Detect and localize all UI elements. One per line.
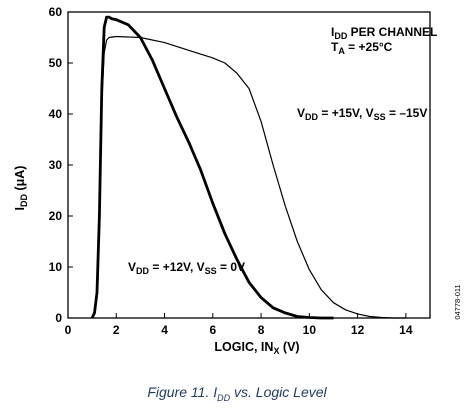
x-tick-label: 6 <box>209 323 216 337</box>
title-line-2-rest: = +25°C <box>345 40 393 54</box>
series-label-15v-p2: = +15V, V <box>318 106 374 120</box>
title-line-1-sub: DD <box>334 31 347 41</box>
series-label-12v-p2: = +12V, V <box>149 260 205 274</box>
y-tick-label: 30 <box>49 158 63 172</box>
caption-sub: DD <box>217 392 231 403</box>
y-tick-label: 10 <box>49 260 63 274</box>
y-axis-title: IDD (μA) <box>13 166 29 211</box>
series-layer <box>90 15 406 320</box>
series-line-0 <box>91 35 406 319</box>
y-tick-label: 20 <box>49 209 63 223</box>
x-tick-label: 0 <box>65 323 72 337</box>
series-label-12v: VDD = +12V, VSS = 0V <box>128 260 245 276</box>
caption-prefix: Figure 11. I <box>147 384 218 400</box>
y-tick-label: 50 <box>49 56 63 70</box>
y-tick-label: 0 <box>55 311 62 325</box>
plot-frame <box>67 11 431 319</box>
x-tick-label: 4 <box>161 323 168 337</box>
x-tick-label: 12 <box>351 323 365 337</box>
series-label-15v-p1: DD <box>305 112 318 122</box>
figure-caption: Figure 11. IDD vs. Logic Level <box>0 384 474 403</box>
series-line-1 <box>90 15 334 320</box>
series-label-12v-p3: SS <box>205 266 217 276</box>
x-tick-label: 10 <box>303 323 317 337</box>
series-label-15v-p4: = –15V <box>386 106 428 120</box>
title-line-1-main: I <box>331 25 334 39</box>
y-axis-title-sub: DD <box>19 194 29 207</box>
series-label-12v-p1: DD <box>136 266 149 276</box>
title-line-1: IDD PER CHANNEL <box>331 25 437 41</box>
x-axis-title-unit: (V) <box>279 340 299 354</box>
caption-suffix: vs. Logic Level <box>230 384 327 400</box>
ticks-layer: 0 2 4 6 8 10 12 14 0 10 20 30 40 50 60 <box>49 5 413 337</box>
title-line-1-rest: PER CHANNEL <box>347 25 437 39</box>
x-axis-title-main: LOGIC, IN <box>214 340 273 354</box>
y-axis-title-unit: (μA) <box>13 166 27 194</box>
series-label-12v-p0: V <box>128 260 136 274</box>
y-tick-label: 40 <box>49 107 63 121</box>
title-line-2: TA = +25°C <box>331 40 393 56</box>
side-code: 04778-011 <box>453 284 462 319</box>
series-label-12v-p4: = 0V <box>217 260 245 274</box>
series-label-15v: VDD = +15V, VSS = –15V <box>297 106 427 122</box>
x-tick-label: 14 <box>399 323 413 337</box>
x-tick-label: 2 <box>113 323 120 337</box>
y-axis-title-main: I <box>13 207 27 210</box>
x-tick-label: 8 <box>258 323 265 337</box>
x-axis-title-sub: X <box>273 346 279 356</box>
title-line-2-sub: A <box>338 46 345 56</box>
series-label-15v-p3: SS <box>374 112 386 122</box>
x-axis-title: LOGIC, INX (V) <box>214 340 299 356</box>
y-tick-label: 60 <box>49 5 63 19</box>
series-label-15v-p0: V <box>297 106 305 120</box>
title-line-2-main: T <box>331 40 339 54</box>
